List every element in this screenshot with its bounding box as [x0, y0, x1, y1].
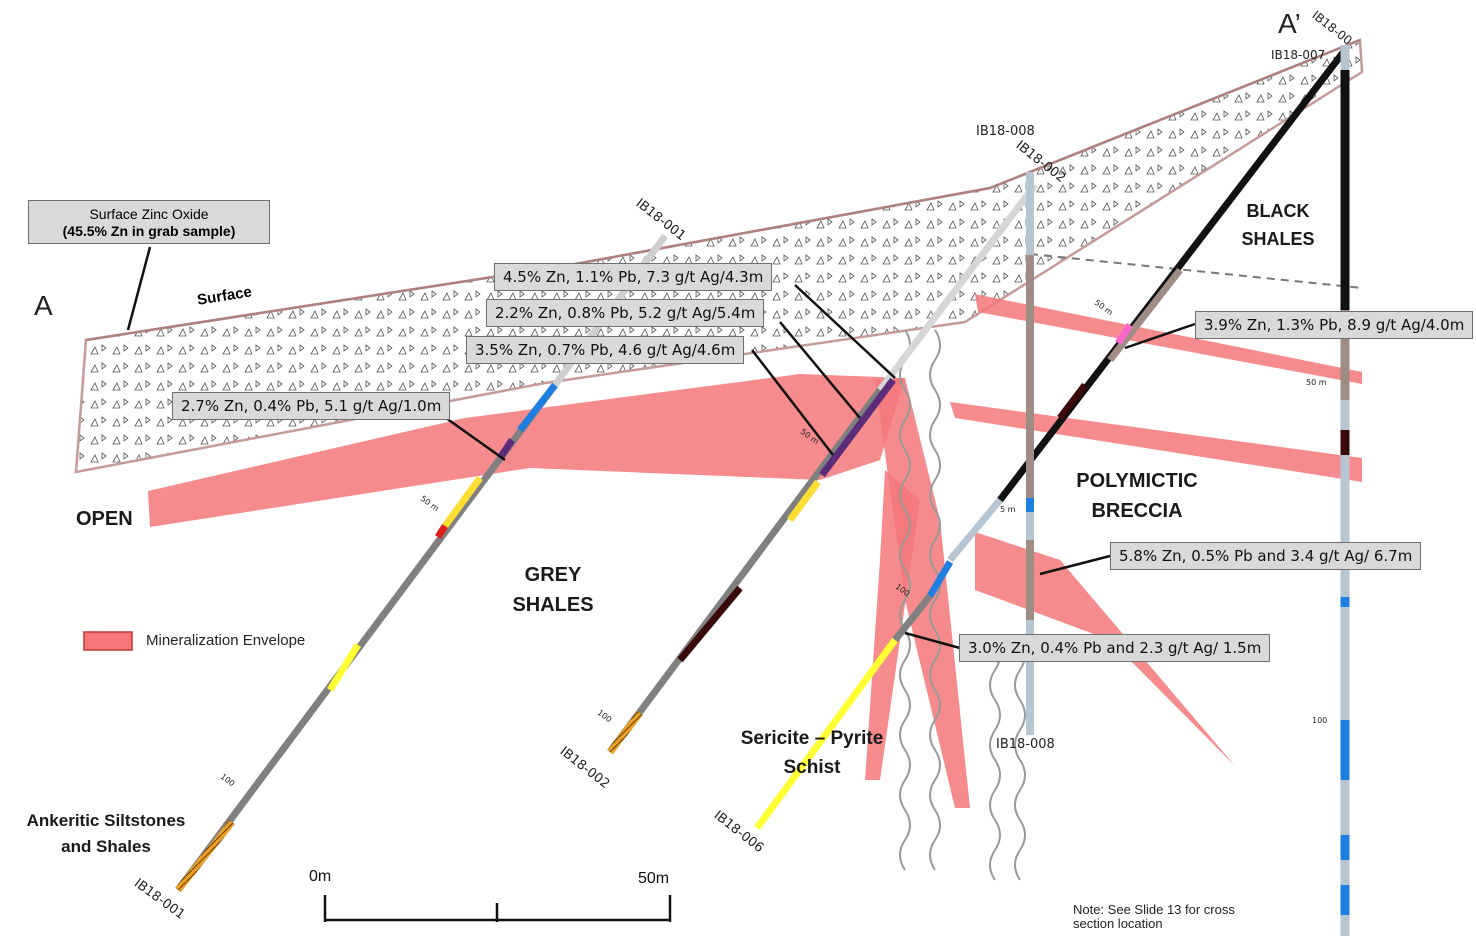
unit-black-shales-line-2: SHALES — [1241, 229, 1315, 249]
note-line-1: Note: See Slide 13 for cross — [1073, 902, 1235, 917]
intercept-box: 5.8% Zn, 0.5% Pb and 3.4 g/t Ag/ 6.7m — [1110, 542, 1422, 570]
mineralization-envelopes — [148, 294, 1362, 808]
fault-zone-4 — [1014, 639, 1026, 881]
unit-black-shales: BLACK SHALES — [1232, 197, 1324, 253]
note-line-2: section location — [1073, 916, 1163, 931]
section-end-left: A — [34, 290, 53, 321]
unit-breccia-line-2: BRECCIA — [1091, 500, 1183, 522]
unit-breccia-line-1: POLYMICTIC — [1076, 470, 1198, 492]
envelope-branch — [865, 470, 920, 780]
legend-swatch — [83, 631, 133, 651]
drillhole-ib18-001 — [175, 233, 668, 893]
unit-ankeritic-line-2: and Shales — [61, 837, 151, 856]
unit-grey-shales-line-2: SHALES — [512, 594, 594, 616]
unit-sericite-pyrite-schist: Sericite – Pyrite Schist — [730, 724, 894, 782]
unit-black-shales-line-1: BLACK — [1246, 201, 1310, 221]
hole-label-ib18-007-top: IB18-007 — [1271, 48, 1326, 62]
hole-label-ib18-008-bottom: IB18-008 — [996, 737, 1055, 752]
surface-zinc-oxide-callout: Surface Zinc Oxide (45.5% Zn in grab sam… — [28, 200, 270, 244]
surface-line — [85, 38, 1361, 342]
unit-open: OPEN — [76, 508, 133, 530]
intercept-box: 2.7% Zn, 0.4% Pb, 5.1 g/t Ag/1.0m — [172, 392, 451, 420]
envelope-breccia — [975, 532, 1235, 766]
intercept-box: 3.0% Zn, 0.4% Pb and 2.3 g/t Ag/ 1.5m — [959, 634, 1271, 662]
envelope-main — [148, 374, 905, 527]
contact-dashed — [1029, 253, 1363, 289]
depth-tick: 100 — [1312, 716, 1328, 725]
intercept-box: 2.2% Zn, 0.8% Pb, 5.2 g/t Ag/5.4m — [486, 299, 765, 327]
unit-polymictic-breccia: POLYMICTIC BRECCIA — [1062, 466, 1212, 526]
callout-line-1: Surface Zinc Oxide — [89, 206, 209, 222]
fault-zone-2 — [929, 329, 941, 871]
section-end-right: A’ — [1278, 8, 1301, 39]
unit-grey-shales: GREY SHALES — [505, 560, 601, 620]
unit-ankeritic-line-1: Ankeritic Siltstones — [26, 811, 186, 830]
scale-bar — [323, 895, 672, 922]
intercept-box: 3.9% Zn, 1.3% Pb, 8.9 g/t Ag/4.0m — [1195, 311, 1474, 339]
depth-tick: 50 m — [1306, 378, 1327, 387]
envelope-upper-right — [975, 294, 1362, 384]
drillhole-ib18-006 — [754, 47, 1348, 831]
assay-leaders — [126, 246, 1196, 650]
scale-label-left: 0m — [309, 868, 332, 885]
intercept-box: 3.5% Zn, 0.7% Pb, 4.6 g/t Ag/4.6m — [466, 336, 745, 364]
scale-label-right: 50m — [638, 870, 670, 887]
unit-sericite-line-2: Schist — [783, 757, 841, 778]
location-note: Note: See Slide 13 for cross section loc… — [1073, 903, 1235, 931]
drillhole-ib18-002 — [607, 182, 1038, 755]
unit-sericite-line-1: Sericite – Pyrite — [740, 728, 884, 749]
unit-grey-shales-line-1: GREY — [524, 564, 582, 586]
hole-label-ib18-008-top: IB18-008 — [976, 124, 1035, 139]
fault-zone-1 — [899, 329, 911, 871]
callout-line-2: (45.5% Zn in grab sample) — [62, 223, 236, 239]
envelope-mid-right — [950, 402, 1362, 482]
unit-ankeritic-siltstones: Ankeritic Siltstones and Shales — [14, 808, 198, 860]
depth-tick: 5 m — [1000, 505, 1016, 514]
legend-label: Mineralization Envelope — [146, 632, 306, 649]
fault-zone-3 — [989, 639, 1001, 881]
intercept-box: 4.5% Zn, 1.1% Pb, 7.3 g/t Ag/4.3m — [494, 263, 773, 291]
